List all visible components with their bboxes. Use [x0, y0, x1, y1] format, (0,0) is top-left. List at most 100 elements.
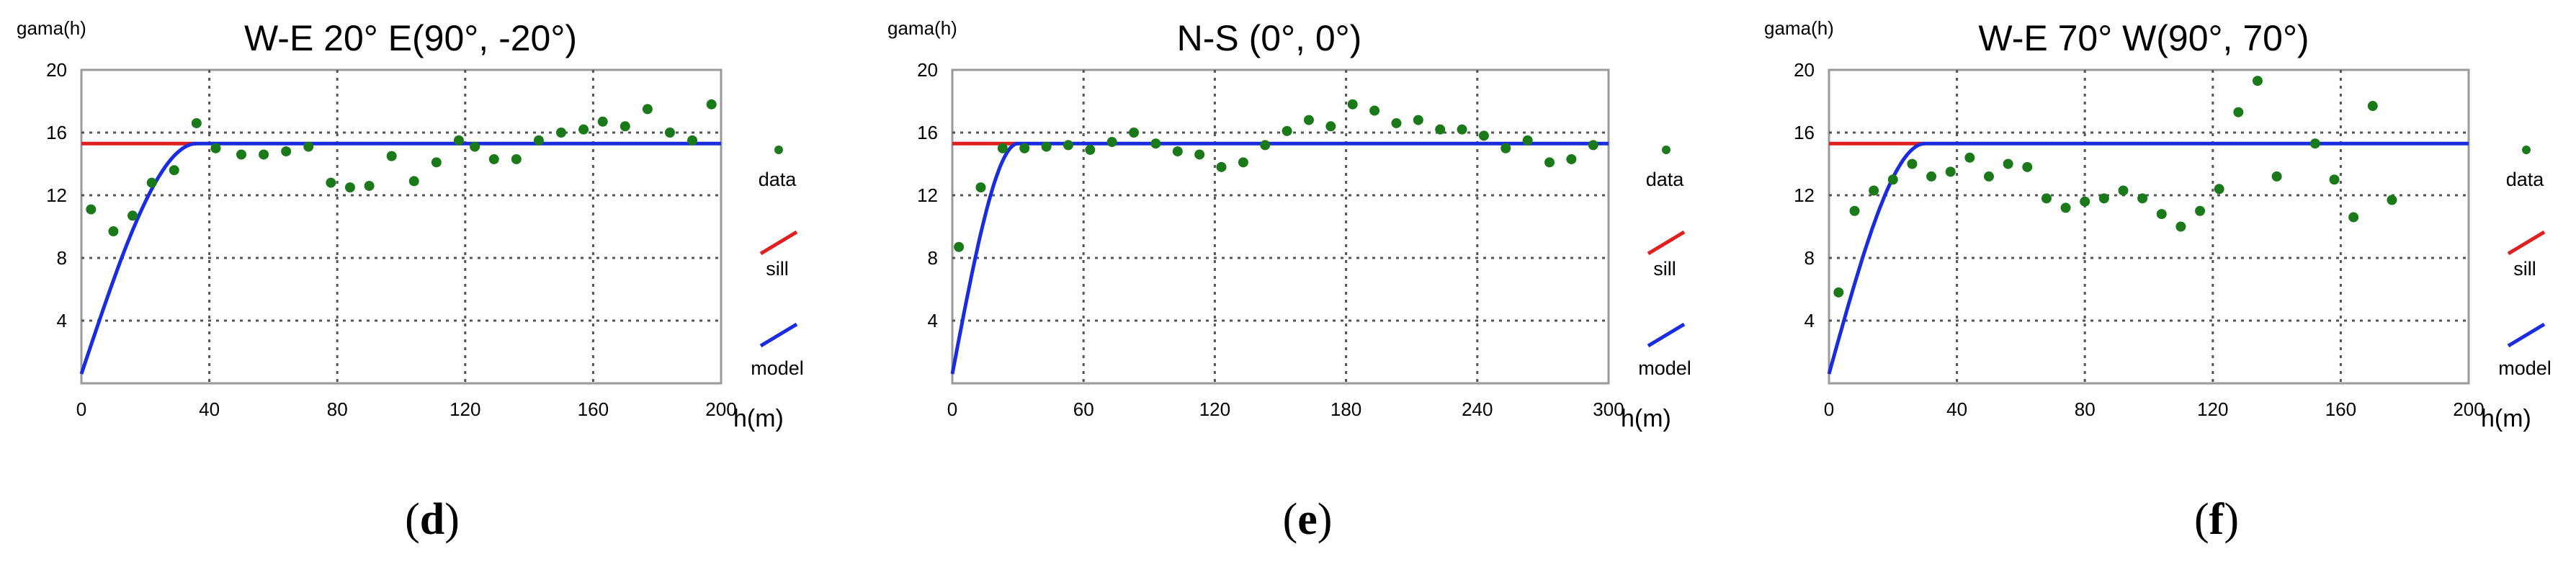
y-tick-label: 8	[928, 247, 938, 269]
x-tick-label: 180	[1331, 398, 1361, 420]
data-point	[2022, 161, 2033, 172]
data-point	[169, 165, 179, 176]
x-axis-label: h(m)	[1621, 405, 1671, 432]
y-tick-label: 20	[46, 59, 67, 81]
data-point	[236, 149, 246, 160]
data-point	[210, 143, 221, 153]
y-tick-label: 16	[46, 122, 67, 143]
data-point	[2080, 196, 2090, 207]
legend-data-label: data	[2506, 169, 2545, 190]
x-tick-label: 80	[2075, 398, 2096, 420]
x-tick-label: 40	[1946, 398, 1967, 420]
data-point	[597, 116, 608, 127]
data-point	[1085, 144, 1096, 155]
data-point	[364, 180, 375, 191]
data-point	[2060, 202, 2071, 213]
data-point	[303, 141, 314, 152]
legend-sill-label: sill	[2513, 258, 2536, 280]
data-point	[1907, 159, 1918, 169]
x-tick-label: 200	[705, 398, 736, 420]
chart-title: N-S (0°, 0°)	[1177, 18, 1362, 58]
x-tick-label: 120	[450, 398, 480, 420]
y-tick-label: 8	[1804, 247, 1815, 269]
data-point	[620, 121, 630, 132]
data-point	[453, 135, 464, 146]
x-tick-label: 200	[2453, 398, 2484, 420]
x-tick-label: 80	[327, 398, 348, 420]
data-point	[344, 182, 355, 193]
data-point	[1435, 124, 1446, 135]
chart-svg: 0 40 80 120 160 200 4 8 12 16 20 gama(h) h(m) W-E 20°…	[17, 17, 804, 432]
data-point	[2118, 185, 2129, 196]
data-point	[86, 204, 97, 215]
data-point	[687, 135, 698, 146]
data-point	[1478, 130, 1489, 141]
x-tick-label: 120	[2197, 398, 2228, 420]
data-point	[1887, 174, 1898, 185]
x-tick-label: 40	[199, 398, 220, 420]
data-point	[2348, 212, 2359, 223]
panel-label: (f)	[2194, 495, 2239, 544]
data-point	[1260, 140, 1271, 151]
x-axis-label: h(m)	[733, 405, 784, 432]
data-point	[1282, 125, 1292, 136]
data-point	[128, 210, 138, 221]
data-point	[2003, 159, 2013, 169]
chart-svg: 0 60 120 180 240 300 4 8 12 16 20 gama(h) h(m) N-S (0…	[887, 17, 1691, 432]
data-point	[1369, 105, 1380, 116]
y-tick-label: 12	[46, 184, 67, 206]
y-tick-label: 16	[1794, 122, 1815, 143]
chart-title: W-E 70° W(90°, 70°)	[1978, 18, 2309, 58]
data-point	[2252, 76, 2263, 86]
plot-frame	[1828, 68, 2470, 385]
panel-label: (e)	[1282, 495, 1333, 544]
data-point	[1413, 115, 1423, 125]
data-point	[1238, 157, 1248, 168]
data-point	[2233, 107, 2244, 117]
y-tick-label: 4	[1804, 310, 1815, 331]
data-point	[954, 241, 965, 252]
panel-label: (d)	[405, 495, 460, 544]
legend-model-line	[1647, 322, 1686, 348]
data-point	[997, 143, 1008, 153]
data-point	[408, 176, 419, 187]
legend-data-label: data	[759, 169, 797, 190]
data-point	[642, 104, 653, 115]
data-point	[488, 153, 499, 164]
data-point	[1019, 143, 1030, 153]
data-point	[1194, 149, 1205, 160]
data-point	[1150, 138, 1161, 149]
data-point	[1501, 143, 1511, 153]
chart-panel-f: 0 40 80 120 160 200 4 8 12 16 20 gama(h) h(m) W-E 70°…	[1717, 0, 2576, 562]
data-point	[1964, 152, 1975, 163]
data-point	[1544, 157, 1555, 168]
data-point	[1303, 115, 1314, 125]
data-point	[1522, 135, 1533, 146]
data-point	[1588, 140, 1598, 151]
legend-sill-label: sill	[1653, 258, 1676, 280]
data-point	[1172, 146, 1183, 157]
data-point	[2156, 209, 2167, 220]
data-point	[1457, 124, 1467, 135]
chart-panel-e: 0 60 120 180 240 300 4 8 12 16 20 gama(h) h(m) N-S (0…	[859, 0, 1717, 562]
data-point	[2175, 221, 2186, 232]
data-point	[281, 146, 292, 157]
data-point	[1041, 141, 1052, 152]
legend-data-marker	[774, 146, 783, 154]
legend-data-marker	[1662, 146, 1671, 154]
x-tick-label: 160	[2325, 398, 2356, 420]
data-point	[1926, 171, 1937, 182]
y-axis-label: gama(h)	[1764, 17, 1834, 39]
data-point	[326, 177, 336, 188]
x-tick-label: 120	[1199, 398, 1230, 420]
data-point	[2387, 195, 2397, 205]
x-axis-label: h(m)	[2481, 405, 2531, 432]
y-tick-label: 4	[928, 310, 938, 331]
data-point	[1106, 137, 1117, 148]
data-point	[2041, 193, 2052, 204]
legend-data-label: data	[1646, 169, 1685, 190]
y-tick-label: 12	[917, 184, 938, 206]
chart-panel-d: 0 40 80 120 160 200 4 8 12 16 20 gama(h) h(m) W-E 20°…	[0, 0, 859, 562]
data-point	[2329, 174, 2340, 185]
data-point	[431, 157, 442, 168]
